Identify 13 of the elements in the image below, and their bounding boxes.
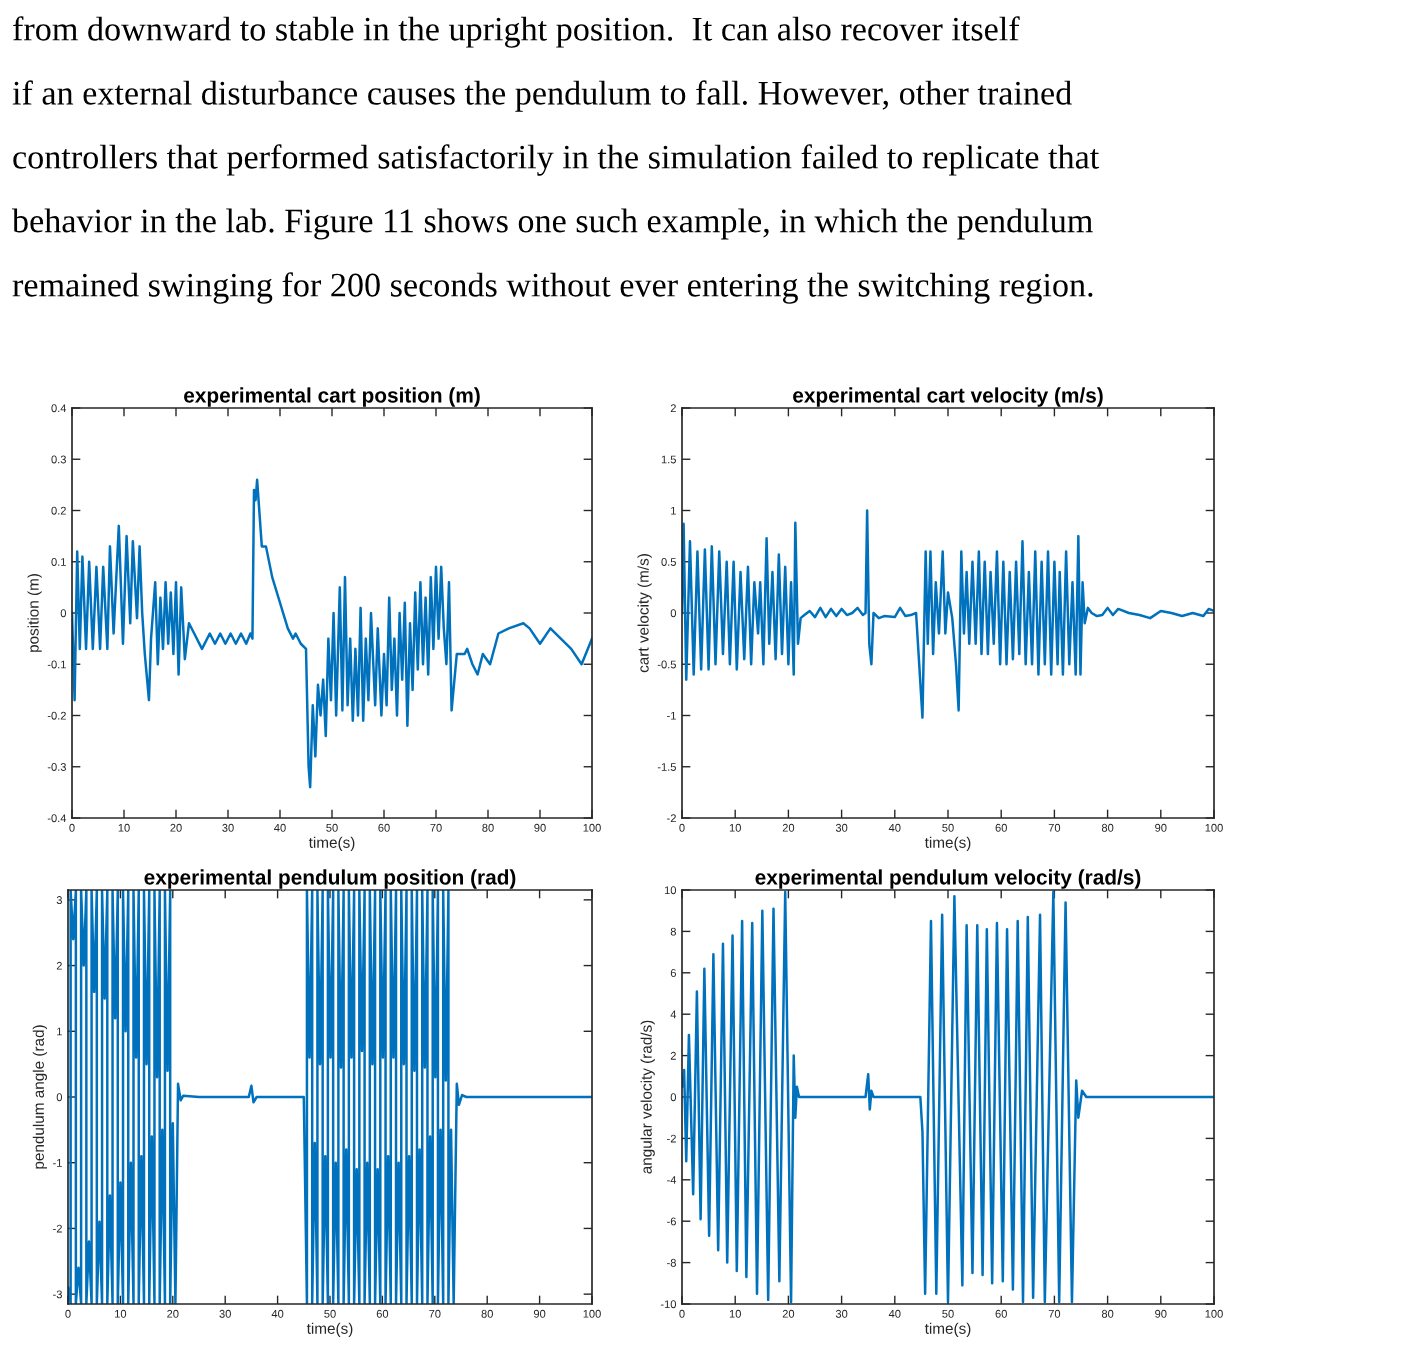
chart-title: experimental cart position (m): [184, 387, 480, 407]
chart-title: experimental pendulum velocity (rad/s): [755, 869, 1141, 889]
line-series: [682, 890, 1214, 1304]
line-series: [682, 509, 1214, 719]
chart-title: experimental pendulum position (rad): [144, 869, 516, 889]
text: controllers that performed satisfactorily in the simulation failed to replicate that: [13, 144, 1100, 176]
chart-title: experimental cart velocity (m/s): [793, 387, 1103, 407]
text: remained swinging for 200 seconds without ever entering the switching region.: [12, 272, 1093, 304]
text: if an external disturbance causes the pendulum to fall. However, other trained: [12, 80, 1072, 112]
line-series: [68, 890, 592, 1304]
text: from downward to stable in the upright position. It can also recover itself: [13, 16, 1020, 48]
text: behavior in the lab. Figure 11 shows one such example, in which the pendulum: [12, 208, 1093, 240]
line-series: [72, 478, 592, 789]
